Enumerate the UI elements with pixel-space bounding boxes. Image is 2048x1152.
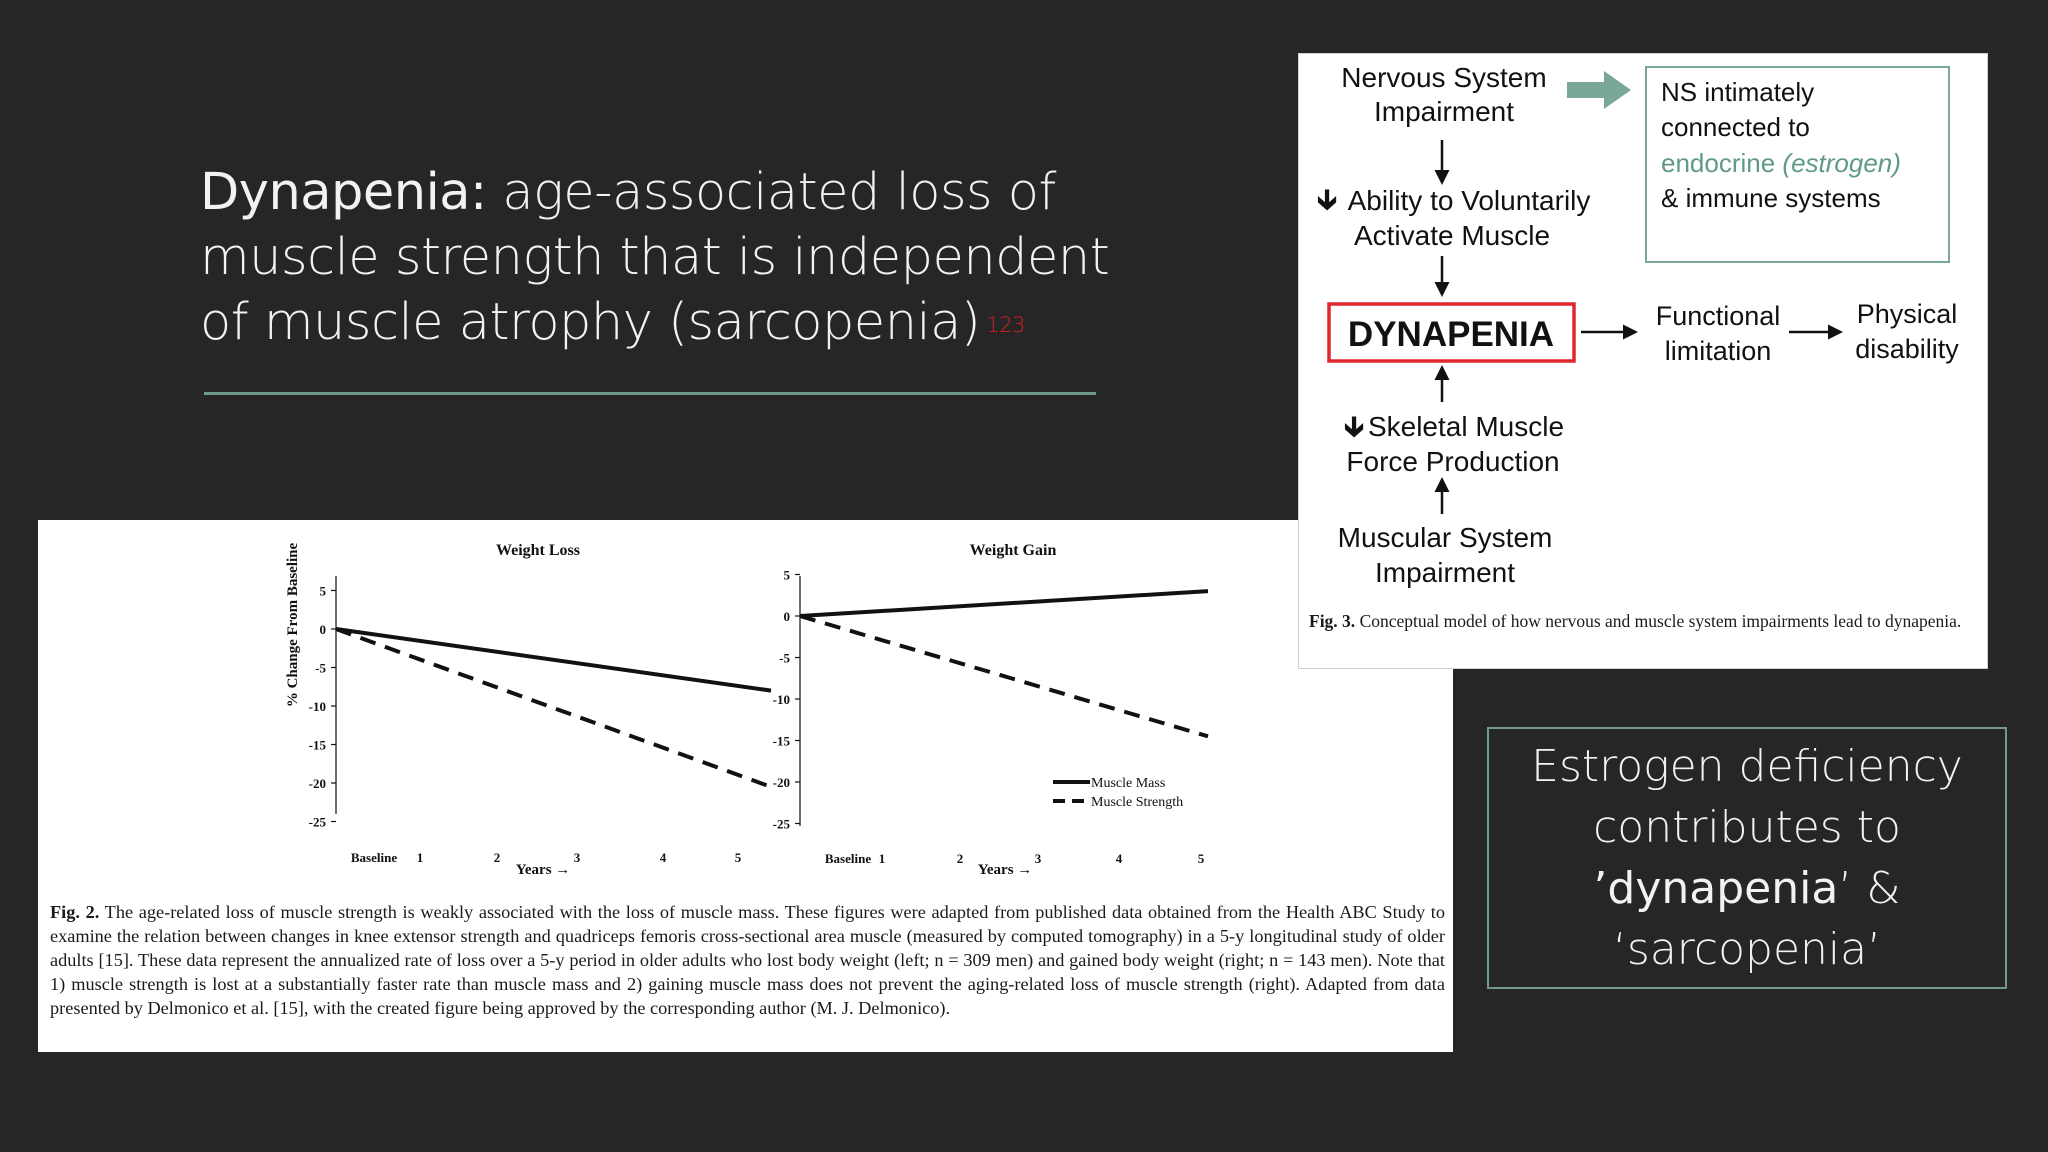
figure-2-charts: Weight Loss % Change From Baseline 5 0 -5 -…	[285, 542, 1209, 878]
callout-line2: contributes to	[1593, 802, 1901, 853]
ns-note-line3: endocrine (estrogen)	[1661, 148, 1901, 178]
chart-left-xtick-label: 5	[735, 850, 742, 865]
callout-line4: ‘sarcopenia’	[1612, 924, 1882, 975]
ns-note-box	[1645, 66, 1950, 263]
chart-left-title: Weight Loss	[496, 542, 580, 559]
estrogen-callout: Estrogen deficiency contributes to ’dyna…	[1487, 727, 2007, 989]
chart-left-ytick-label: -25	[309, 815, 327, 830]
down-arrow-glyph-ability: 🡳	[1317, 184, 1337, 215]
functional-limitation-line1: Functional	[1656, 301, 1781, 331]
chart-right-xtick-label: 5	[1198, 851, 1205, 866]
ns-note-line1: NS intimately	[1661, 77, 1814, 107]
muscular-impairment-line2: Impairment	[1375, 557, 1515, 588]
figure-2-caption: Fig. 2. The age-related loss of muscle s…	[50, 900, 1445, 1020]
callout-line3: ’dynapenia’ &	[1531, 858, 1963, 919]
chart-right-xtick-label: 3	[1035, 851, 1042, 866]
callout-text: Estrogen deficiency contributes to ’dyna…	[1531, 736, 1963, 980]
skeletal-line2: Force Production	[1346, 446, 1559, 477]
chart-right-series-muscle-strength	[799, 614, 1209, 739]
chart-right-title: Weight Gain	[970, 542, 1057, 559]
chart-left-ytick-label: 5	[320, 584, 327, 599]
chart-right-xtick-label: 4	[1116, 851, 1123, 866]
figure-2: Weight Loss % Change From Baseline 5 0 -5 -…	[38, 520, 1453, 1052]
chart-right-series-muscle-mass	[799, 589, 1209, 618]
dynapenia-label: DYNAPENIA	[1348, 315, 1554, 354]
figure-3: Nervous System Impairment NS intimately …	[1298, 53, 1988, 669]
physical-disability-line2: disability	[1855, 334, 1959, 364]
ns-note-line3-a: endocrine	[1661, 148, 1782, 178]
callout-line1: Estrogen deficiency	[1531, 741, 1963, 792]
chart-right-ytick-label: 0	[784, 609, 791, 624]
chart-left-ytick-label: 0	[320, 622, 327, 637]
ability-line2: Activate Muscle	[1354, 220, 1550, 251]
chart-left-xtick-label: 1	[417, 850, 424, 865]
teal-arrow	[1567, 71, 1631, 109]
chart-right-xtick-label: Baseline	[825, 851, 871, 866]
chart-right-ytick-label: -5	[779, 651, 790, 666]
title-reference: 123	[986, 312, 1025, 337]
legend-mass-label: Muscle Mass	[1091, 776, 1165, 791]
chart-left-ylabel: % Change From Baseline	[285, 543, 301, 708]
chart-left-xtick-label: 2	[494, 850, 501, 865]
chart-right-xlabel: Years →	[978, 862, 1033, 878]
physical-disability-line1: Physical	[1857, 299, 1958, 329]
chart-left-xtick-label: Baseline	[351, 850, 397, 865]
chart-left-xtick-label: 3	[574, 850, 581, 865]
chart-right-xtick-label: 1	[879, 851, 886, 866]
chart-left-ytick-label: -15	[309, 738, 327, 753]
chart-right-ytick-label: -25	[773, 817, 791, 832]
chart-left-series-muscle-strength	[335, 627, 772, 789]
ability-line1: Ability to Voluntarily	[1348, 185, 1591, 216]
chart-left-ytick-label: -20	[309, 776, 326, 791]
chart-left-xlabel: Years →	[516, 862, 571, 878]
skeletal-line1: Skeletal Muscle	[1368, 411, 1564, 442]
title-term: Dynapenia:	[200, 163, 487, 222]
chart-right-xtick-label: 2	[957, 851, 964, 866]
ns-note-line3-b: (estrogen)	[1782, 148, 1901, 178]
legend-strength-label: Muscle Strength	[1091, 795, 1183, 810]
figure-3-caption-label: Fig. 3.	[1309, 611, 1356, 631]
figure-3-caption-text: Conceptual model of how nervous and musc…	[1359, 611, 1962, 631]
slide-title: Dynapenia: age-associated loss of muscle…	[200, 160, 1160, 358]
chart-right-ytick-label: -15	[773, 734, 791, 749]
dynapenia-box	[1327, 302, 1576, 363]
title-divider	[204, 392, 1096, 395]
figure-3-diagram: Nervous System Impairment NS intimately …	[1317, 62, 1959, 588]
chart-right-ytick-label: -20	[773, 775, 790, 790]
down-arrow-glyph-skeletal: 🡳	[1344, 411, 1364, 442]
chart-right-ytick-label: 5	[784, 568, 791, 583]
figure-2-caption-label: Fig. 2.	[50, 902, 100, 922]
ns-note-line2: connected to	[1661, 112, 1810, 142]
chart-right-ytick-label: -10	[773, 692, 790, 707]
ns-note-line4: & immune systems	[1661, 183, 1881, 213]
figure-2-caption-text: The age-related loss of muscle strength …	[50, 902, 1445, 1018]
chart-left-ytick-label: -10	[309, 699, 326, 714]
chart-left-xtick-label: 4	[660, 850, 667, 865]
ns-impairment-line2: Impairment	[1374, 96, 1514, 127]
chart-legend: Muscle Mass Muscle Strength	[1053, 776, 1183, 810]
chart-left-series-muscle-mass	[335, 627, 772, 693]
title-definition: age-associated loss of muscle strength t…	[200, 163, 1110, 352]
ns-impairment-line1: Nervous System	[1341, 62, 1546, 93]
muscular-impairment-line1: Muscular System	[1338, 522, 1553, 553]
callout-term-dynapenia: ’dynapenia	[1593, 863, 1839, 914]
functional-limitation-line2: limitation	[1665, 336, 1772, 366]
chart-left-ytick-label: -5	[315, 661, 326, 676]
figure-3-caption: Fig. 3. Conceptual model of how nervous …	[1309, 610, 1979, 633]
callout-ampersand: ’ &	[1838, 863, 1901, 914]
